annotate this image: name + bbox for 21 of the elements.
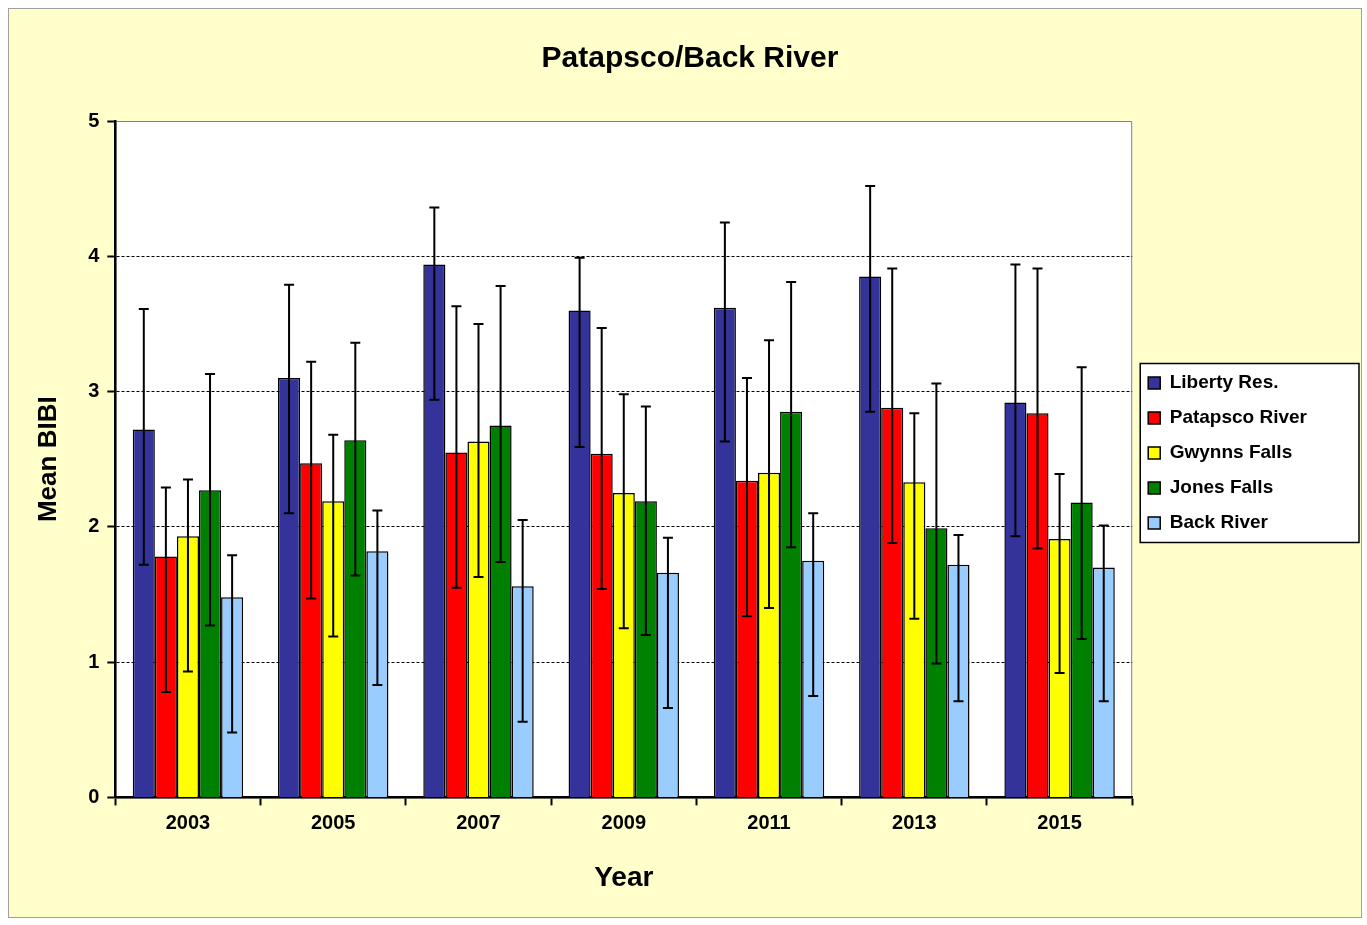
y-tick-label: 2 [88, 514, 100, 537]
legend-label: Liberty Res. [1169, 371, 1279, 393]
legend-label: Gwynns Falls [1169, 441, 1293, 463]
x-tick-label: 2011 [747, 810, 791, 833]
x-axis-title: Year [594, 860, 654, 892]
legend-label: Patapsco River [1169, 406, 1308, 428]
y-tick-label: 3 [88, 379, 100, 402]
legend-label: Jones Falls [1169, 476, 1274, 498]
x-tick-label: 2007 [456, 810, 501, 833]
y-axis-title: Mean BIBI [31, 396, 62, 523]
x-tick-label: 2013 [892, 810, 937, 833]
y-tick-label: 4 [88, 243, 101, 266]
x-tick-label: 2003 [165, 810, 211, 833]
x-tick-label: 2015 [1037, 810, 1082, 833]
legend-label: Back River [1169, 511, 1269, 533]
y-tick-label: 1 [88, 649, 100, 672]
y-tick-label: 5 [88, 108, 100, 131]
chart-title: Patapsco/Back River [541, 40, 839, 74]
x-tick-label: 2009 [601, 810, 647, 833]
y-tick-label: 0 [88, 784, 100, 807]
x-tick-label: 2005 [310, 810, 356, 833]
